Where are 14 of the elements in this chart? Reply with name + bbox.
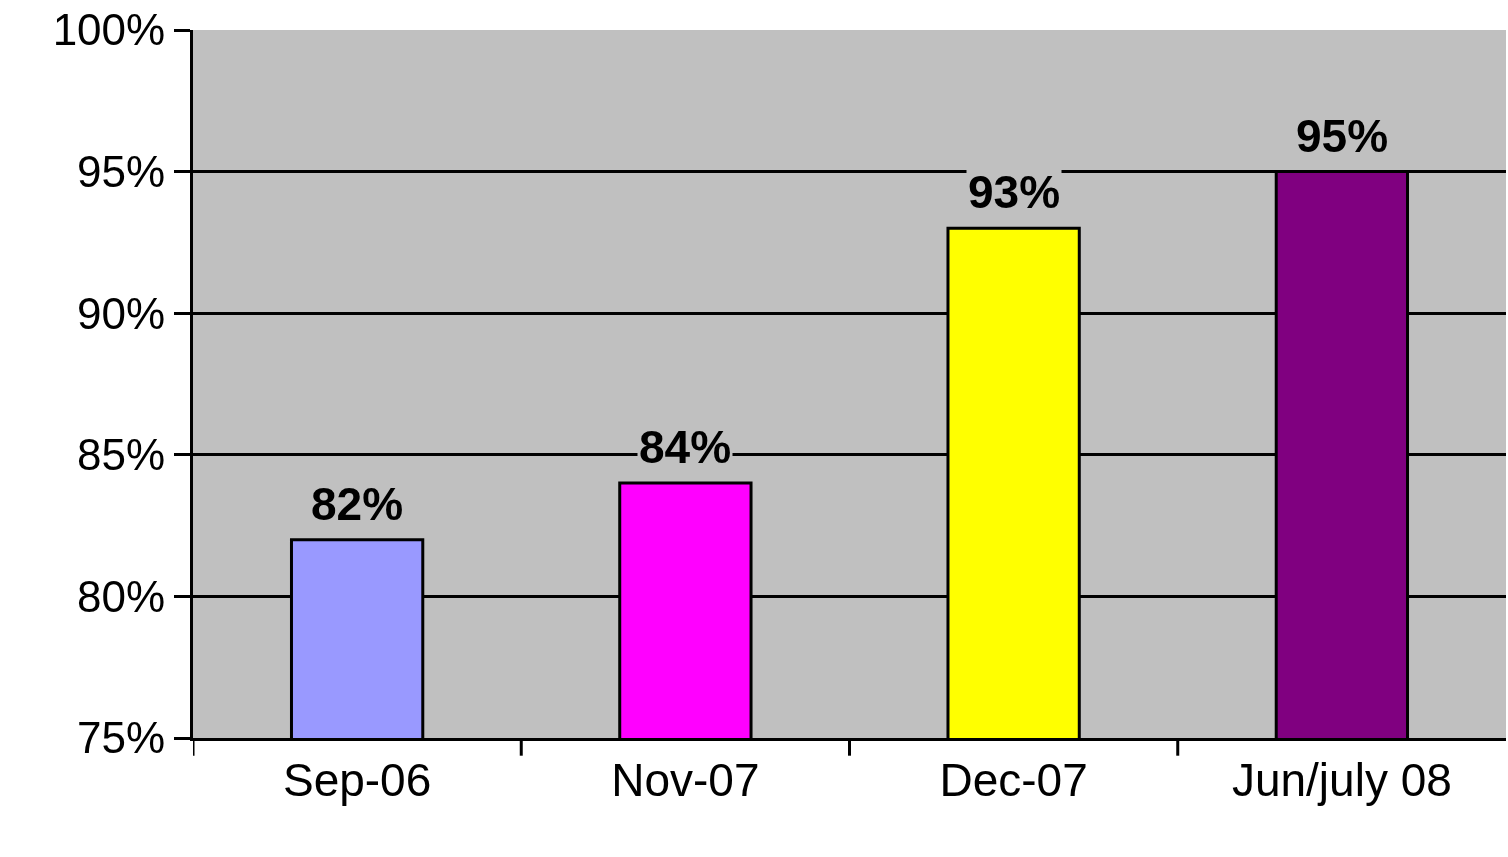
y-tick-label: 95% xyxy=(77,147,166,196)
y-tick-label: 100% xyxy=(52,5,166,55)
y-tick-label: 80% xyxy=(77,571,166,621)
x-tick-label: Jun/july 08 xyxy=(1231,754,1452,807)
data-label: 95% xyxy=(1296,110,1389,162)
y-tick-label: 90% xyxy=(77,288,166,338)
data-label: 93% xyxy=(968,166,1061,218)
data-label: 84% xyxy=(639,421,732,473)
y-tick-label: 75% xyxy=(77,713,166,763)
y-tick-label: 85% xyxy=(77,430,166,480)
x-tick-label: Sep-06 xyxy=(282,754,432,807)
data-label: 82% xyxy=(311,478,404,530)
x-tick-label: Dec-07 xyxy=(939,754,1088,807)
x-tick-label: Nov-07 xyxy=(611,754,760,807)
